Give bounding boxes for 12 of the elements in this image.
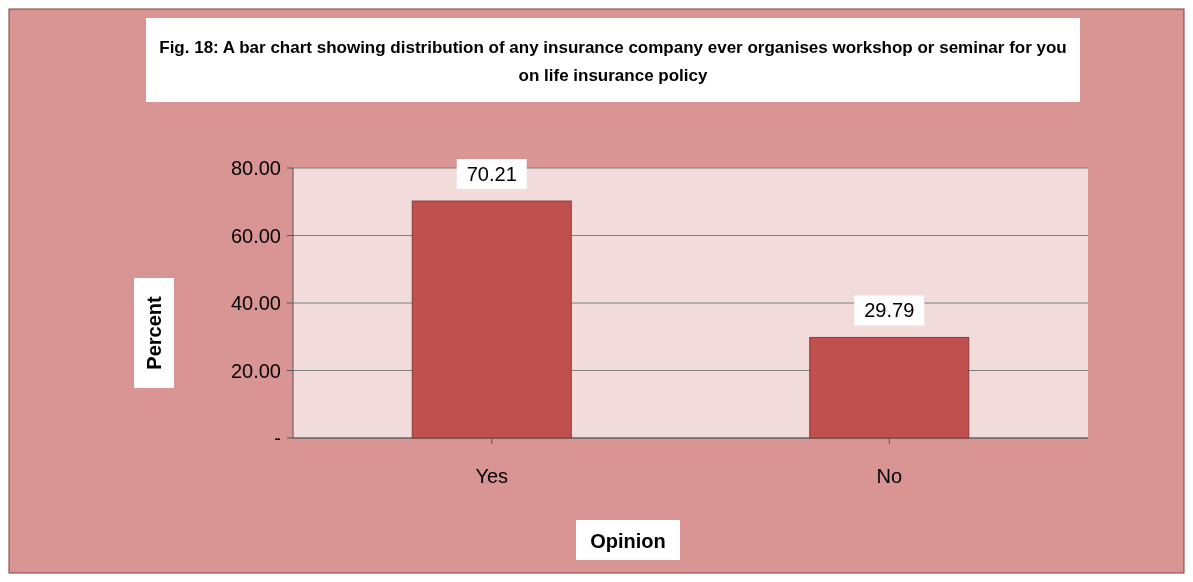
x-tick-label: No bbox=[876, 465, 903, 487]
y-tick-label: 20.00 bbox=[230, 359, 281, 382]
y-axis-title: Percent bbox=[143, 295, 165, 370]
data-label: 70.21 bbox=[466, 163, 517, 186]
y-tick-label: 60.00 bbox=[230, 224, 281, 247]
x-tick-label: Yes bbox=[475, 465, 509, 487]
data-label: 29.79 bbox=[864, 299, 915, 322]
y-tick-label: 40.00 bbox=[230, 292, 281, 314]
y-tick-label: 80.00 bbox=[230, 157, 281, 179]
chart-title: Fig. 18: A bar chart showing distribution of any insurance company ever organises workshop or seminar for you on life insurance policy bbox=[159, 38, 1067, 85]
y-tick-label: - bbox=[274, 427, 281, 449]
x-axis-title: Opinion bbox=[590, 530, 666, 552]
